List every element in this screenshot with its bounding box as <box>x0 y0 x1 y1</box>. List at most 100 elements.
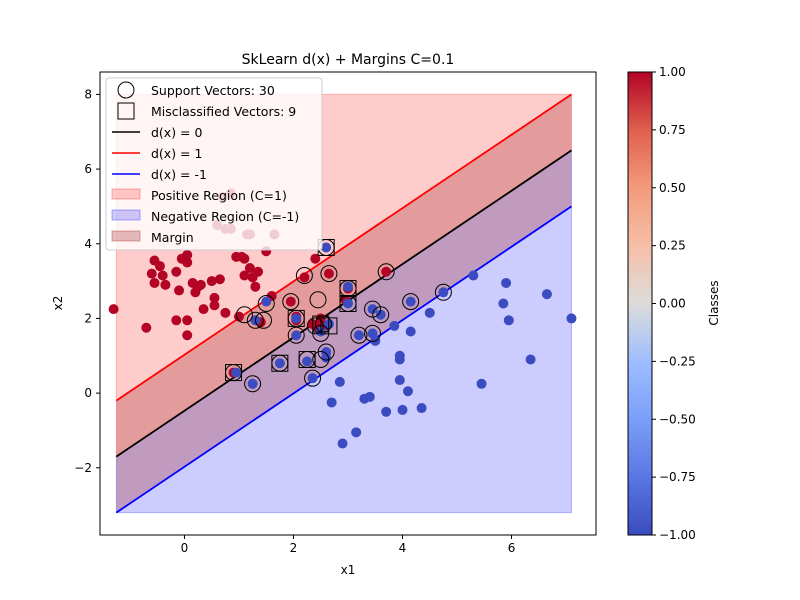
data-point-negative <box>405 326 416 337</box>
support-vector-marker <box>350 326 368 344</box>
legend-label-boundary: d(x) = 0 <box>151 125 203 140</box>
chart-title: SkLearn d(x) + Margins C=0.1 <box>242 52 455 68</box>
data-point-negative <box>326 397 337 408</box>
misclassified-vector-marker <box>320 317 338 335</box>
misclassified-vector-marker <box>271 354 289 372</box>
data-point-positive <box>141 322 152 333</box>
data-point-positive <box>209 300 220 311</box>
data-point-negative <box>302 356 313 367</box>
colorbar-tick-label: 0.25 <box>659 239 686 253</box>
support-vector-marker <box>320 265 338 283</box>
data-point-positive <box>239 253 250 264</box>
data-point-positive <box>285 296 296 307</box>
colorbar: 1.00 0.75 0.50 0.25 0.00 −0.25 −0.50 −0.75 −1.00… <box>627 65 721 542</box>
points-layer <box>108 188 577 449</box>
data-point-positive <box>299 272 310 283</box>
data-point-negative <box>351 427 362 438</box>
misclassified-vector-marker <box>287 309 305 327</box>
data-point-positive <box>239 270 250 281</box>
legend-positive-region-swatch <box>111 188 141 200</box>
data-point-positive <box>160 279 171 290</box>
x-tick-label: 4 <box>399 541 407 555</box>
support-vector-marker <box>434 283 452 301</box>
data-point-positive <box>209 292 220 303</box>
colorbar-tick-label: −0.75 <box>659 470 696 484</box>
data-point-negative <box>247 378 258 389</box>
y-tick-label: 2 <box>84 311 92 325</box>
data-point-negative <box>334 376 345 387</box>
data-point-negative <box>291 313 302 324</box>
misclassified-vector-marker <box>298 351 316 369</box>
support-vector-marker <box>295 266 313 284</box>
data-point-positive <box>323 268 334 279</box>
colorbar-gradient <box>627 71 653 536</box>
data-point-positive <box>198 304 209 315</box>
data-point-negative <box>343 281 353 292</box>
support-vector-marker <box>317 343 335 361</box>
legend-label-negative-region: Negative Region (C=-1) <box>151 209 299 224</box>
data-point-negative <box>541 289 552 300</box>
data-point-positive <box>206 276 217 287</box>
legend-label-margin: Margin <box>151 230 194 245</box>
data-point-positive <box>182 257 193 268</box>
data-point-negative <box>337 438 348 449</box>
misclassified-vector-marker <box>339 280 357 298</box>
data-point-positive <box>250 281 261 292</box>
data-point-negative <box>353 330 364 341</box>
data-point-negative <box>501 277 512 288</box>
data-point-negative <box>405 296 416 307</box>
support-vector-marker <box>402 293 420 311</box>
colorbar-tick-label: 1.00 <box>659 65 686 79</box>
legend-label-support-vectors: Support Vectors: 30 <box>151 83 275 98</box>
legend-margin-swatch <box>111 230 141 242</box>
x-axis-ticks: 0 2 4 6 <box>181 535 515 555</box>
legend-misclassified-marker <box>117 102 135 120</box>
data-point-positive <box>146 268 157 279</box>
data-point-positive <box>149 277 160 288</box>
data-point-negative <box>389 320 400 331</box>
data-point-negative <box>381 406 392 417</box>
support-vector-marker <box>287 326 305 344</box>
data-point-negative <box>321 242 332 253</box>
data-point-positive <box>182 249 193 260</box>
data-point-positive <box>244 263 255 274</box>
y-axis-ticks: −2 0 2 4 6 8 <box>74 87 100 475</box>
data-point-negative <box>261 296 272 307</box>
margin-plus-line <box>115 93 572 402</box>
support-vector-marker <box>372 306 390 324</box>
data-point-positive <box>171 315 182 326</box>
data-point-negative <box>402 386 413 397</box>
data-point-positive <box>154 261 165 272</box>
x-tick-label: 2 <box>290 541 298 555</box>
data-point-negative <box>231 367 242 378</box>
data-point-negative <box>438 287 449 298</box>
legend-label-misclassified: Misclassified Vectors: 9 <box>151 104 296 119</box>
support-vector-marker <box>304 369 322 387</box>
misclassified-vector-marker <box>225 364 243 382</box>
x-axis-label: x1 <box>341 563 356 577</box>
colorbar-tick-label: −0.50 <box>659 412 696 426</box>
margin-minus-line <box>115 205 572 514</box>
colorbar-tick-label: 0.00 <box>659 297 686 311</box>
data-point-positive <box>171 266 182 277</box>
y-tick-label: −2 <box>74 461 92 475</box>
data-point-negative <box>307 373 318 384</box>
data-point-negative <box>498 298 509 309</box>
colorbar-label: Classes <box>707 280 721 325</box>
data-point-negative <box>468 270 479 281</box>
colorbar-tick-label: −1.00 <box>659 528 696 542</box>
data-point-negative <box>291 330 302 341</box>
support-vector-marker <box>282 293 300 311</box>
data-point-negative <box>503 315 514 326</box>
data-point-negative <box>375 309 386 320</box>
legend-support-vector-marker <box>117 81 135 99</box>
data-point-negative <box>394 354 405 365</box>
colorbar-tick-label: 0.50 <box>659 181 686 195</box>
legend-label-margin-minus: d(x) = -1 <box>151 167 207 182</box>
data-point-negative <box>424 307 435 318</box>
colorbar-tick-label: −0.25 <box>659 354 696 368</box>
legend-label-positive-region: Positive Region (C=1) <box>151 188 287 203</box>
data-point-negative <box>525 354 536 365</box>
plot-frame <box>99 71 597 536</box>
